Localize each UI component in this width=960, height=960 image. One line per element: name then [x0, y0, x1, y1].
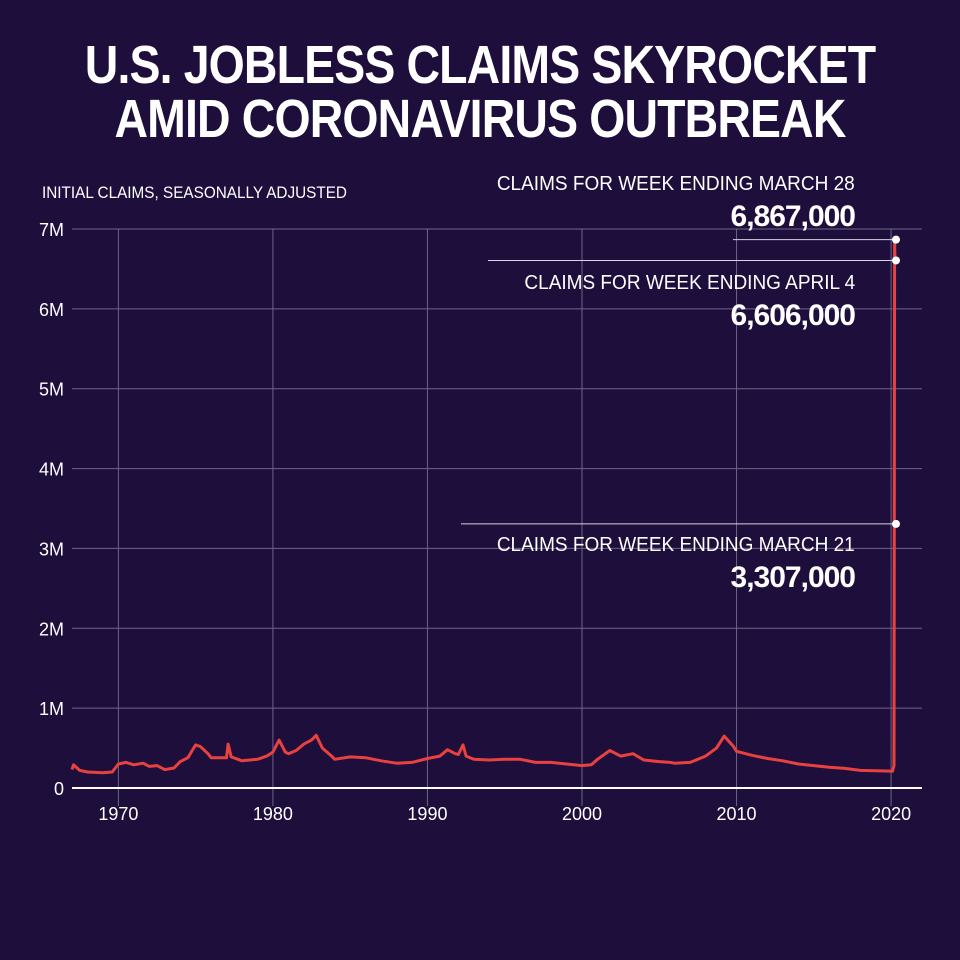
annotation-dot [892, 519, 900, 528]
y-tick-label: 2M [39, 619, 64, 639]
y-tick-label: 4M [39, 460, 64, 480]
x-tick-label: 2000 [562, 804, 602, 824]
y-tick-label: 5M [39, 380, 64, 400]
x-tick-label: 2020 [871, 804, 911, 824]
y-tick-label: 3M [39, 539, 64, 559]
annotation-value: 3,307,000 [730, 561, 856, 594]
y-tick-label: 6M [39, 300, 64, 320]
annotation-april-4: CLAIMS FOR WEEK ENDING APRIL 4 6,606,000 [507, 272, 856, 333]
x-tick-label: 1980 [253, 804, 293, 824]
annotation-label: CLAIMS FOR WEEK ENDING MARCH 21 [497, 534, 855, 556]
x-tick-label: 1970 [98, 804, 138, 824]
annotation-dot [892, 256, 900, 265]
annotation-march-21: CLAIMS FOR WEEK ENDING MARCH 21 3,307,00… [478, 534, 856, 595]
annotation-value: 6,606,000 [730, 299, 856, 332]
chart-title-line1: U.S. JOBLESS CLAIMS SKYROCKET [84, 35, 876, 95]
chart-title-line2: AMID CORONAVIRUS OUTBREAK [114, 89, 846, 149]
annotation-dot [892, 235, 900, 244]
x-tick-label: 2010 [717, 804, 757, 824]
y-tick-label: 0 [54, 779, 64, 799]
annotation-label: CLAIMS FOR WEEK ENDING MARCH 28 [497, 173, 855, 195]
y-tick-label: 7M [39, 220, 64, 240]
y-tick-label: 1M [39, 699, 64, 719]
y-axis-label: INITIAL CLAIMS, SEASONALLY ADJUSTED [42, 183, 347, 202]
annotation-march-28: CLAIMS FOR WEEK ENDING MARCH 28 6,867,00… [478, 173, 856, 234]
claims-line [70, 238, 897, 775]
x-tick-label: 1990 [407, 804, 447, 824]
annotation-label: CLAIMS FOR WEEK ENDING APRIL 4 [524, 272, 855, 294]
annotation-value: 6,867,000 [730, 200, 856, 233]
